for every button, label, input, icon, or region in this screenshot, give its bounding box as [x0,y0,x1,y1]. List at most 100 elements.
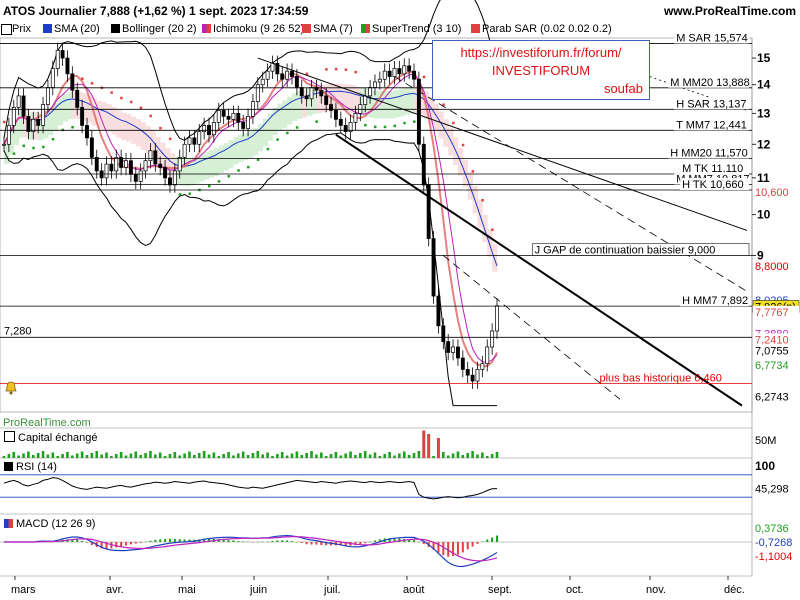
volume-bar [56,456,59,458]
cloud-segment [62,93,68,122]
cloud-segment [179,158,186,186]
supertrend-dot [354,70,357,74]
volume-bar [173,452,177,458]
legend-item-sma7[interactable]: SMA (7) [301,22,353,36]
annotation-url[interactable]: https://investiforum.fr/forum/ [460,45,622,60]
legend-swatch-icon [1,24,12,35]
macd-histogram-bar [261,541,264,543]
volume-tick-label: 50M [755,435,776,447]
candle-body [353,112,358,123]
legend-item-bollinger[interactable]: Bollinger (20 2) [110,22,197,36]
price-tag-bg [753,305,799,318]
time-tick-label: mai [178,584,196,596]
volume-bar [12,452,16,458]
macd-histogram-bar [85,542,88,543]
macd-signal-line [4,536,498,562]
macd-histogram-bar [442,542,445,556]
supertrend-dot [12,152,16,155]
candle-body [182,143,187,158]
level-label-bg [674,97,749,110]
supertrend-dot [305,72,309,76]
cloud-segment [155,136,161,165]
cloud-segment [116,110,122,138]
supertrend-dot [334,67,338,71]
candle-body [397,68,402,75]
cloud-segment [443,119,449,147]
cloud-segment [301,90,308,118]
supertrend-dot [22,144,26,148]
legend-item-prix[interactable]: Prix [0,22,31,36]
cloud-segment [399,88,405,117]
candle-body [75,89,80,108]
cloud-segment [38,112,44,141]
bell-icon[interactable] [4,381,18,395]
volume-bar [158,452,162,458]
cloud-segment [345,84,351,112]
legend-item-sma20[interactable]: SMA (20) [42,22,100,36]
candle-body [119,157,124,168]
volume-bar [222,454,225,458]
macd-swatch-icon [4,519,13,528]
cloud-segment [365,89,371,117]
candle-body [31,118,36,132]
legend-item-parab-sar[interactable]: Parab SAR (0.02 0.02 0.2) [470,22,612,36]
candle-body [387,70,392,77]
candle-body [373,81,377,88]
candle-body [402,65,407,75]
time-tick-label: avr. [106,584,124,596]
volume-bar [149,451,152,458]
volume-bar [290,453,294,458]
cloud-segment [218,145,225,173]
volume-bar [246,455,250,458]
macd-histogram-bar [286,540,289,542]
volume-bar [295,451,299,458]
candle-body [348,122,353,132]
candle-body [41,104,45,126]
macd-histogram-bar [242,541,245,542]
candle-body [460,357,465,370]
price-tag-label: 8,8000 [755,261,789,273]
candle-body [255,84,260,102]
cloud-segment [174,156,181,185]
volume-spike-bar [422,430,426,458]
level-label: M SAR 15,574 [676,33,748,45]
candle-body [85,125,89,139]
candle-body [241,122,246,129]
volume-bar [490,454,494,458]
candle-body [172,170,177,186]
rsi-line [3,477,498,500]
volume-bar [178,455,182,458]
macd-histogram-bar [222,539,225,542]
volume-bar [207,454,211,458]
supertrend-dot [452,121,455,125]
cloud-segment [296,91,303,120]
supertrend-dot [481,198,484,202]
macd-histogram-bar [481,541,484,542]
cloud-segment [67,91,73,120]
level-label-bg [680,294,749,307]
supertrend-dot [393,124,396,128]
time-tick-label: sept. [488,584,512,596]
cloud-segment [18,110,24,138]
macd-histogram-bar [227,539,230,542]
level-label: M MM20 13,888 [670,77,749,89]
macd-histogram-bar [105,542,108,549]
candle-body [456,346,460,359]
candle-body [94,157,99,172]
volume-bar [251,453,255,458]
volume-bar [412,453,416,458]
volume-bar [66,452,69,458]
price-tick-label: 14 [757,78,771,92]
annotation-box[interactable]: https://investiforum.fr/forum/ INVESTIFO… [432,40,650,100]
macd-histogram-bar [300,542,303,544]
candle-body [490,330,495,348]
candle-body [246,115,251,129]
price-tick-label: 13 [757,106,771,120]
candle-body [319,89,324,97]
legend-item-ichimoku[interactable]: Ichimoku (9 26 52) [201,22,304,36]
cloud-segment [428,96,434,125]
legend-item-supertrend[interactable]: SuperTrend (3 10) [360,22,461,36]
cloud-segment [389,90,395,119]
supertrend-dot [491,228,494,231]
